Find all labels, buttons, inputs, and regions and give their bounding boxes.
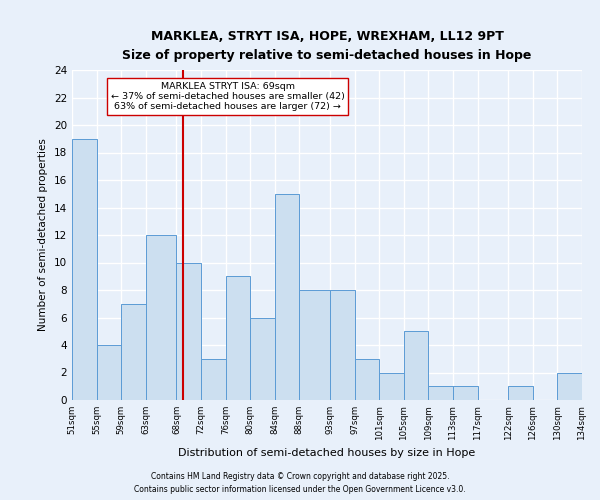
Bar: [226, 276, 250, 400]
Bar: [176, 262, 201, 400]
Bar: [250, 318, 275, 400]
Bar: [330, 290, 355, 400]
Bar: [379, 372, 404, 400]
Title: MARKLEA, STRYT ISA, HOPE, WREXHAM, LL12 9PT
Size of property relative to semi-de: MARKLEA, STRYT ISA, HOPE, WREXHAM, LL12 …: [122, 30, 532, 62]
Text: Contains HM Land Registry data © Crown copyright and database right 2025.
Contai: Contains HM Land Registry data © Crown c…: [134, 472, 466, 494]
Bar: [72, 138, 97, 400]
Bar: [453, 386, 478, 400]
Bar: [201, 358, 226, 400]
X-axis label: Distribution of semi-detached houses by size in Hope: Distribution of semi-detached houses by …: [178, 448, 476, 458]
Bar: [508, 386, 533, 400]
Bar: [428, 386, 453, 400]
Bar: [121, 304, 146, 400]
Bar: [299, 290, 330, 400]
Bar: [404, 331, 428, 400]
Bar: [355, 358, 379, 400]
Bar: [557, 372, 582, 400]
Y-axis label: Number of semi-detached properties: Number of semi-detached properties: [38, 138, 49, 332]
Bar: [146, 235, 176, 400]
Bar: [275, 194, 299, 400]
Text: MARKLEA STRYT ISA: 69sqm
← 37% of semi-detached houses are smaller (42)
63% of s: MARKLEA STRYT ISA: 69sqm ← 37% of semi-d…: [110, 82, 344, 112]
Bar: [97, 345, 121, 400]
